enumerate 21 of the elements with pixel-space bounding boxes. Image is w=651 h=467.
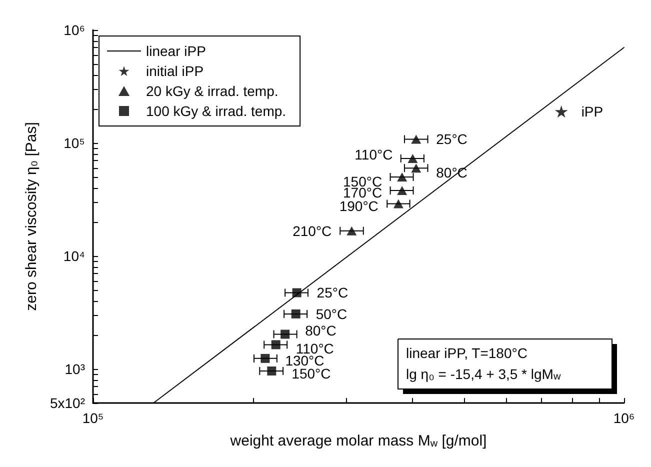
annotation: 80°C bbox=[305, 322, 336, 338]
y-tick-label: 10⁴ bbox=[63, 248, 85, 264]
y-tick-label: 10³ bbox=[64, 360, 86, 377]
legend-label: 20 kGy & irrad. temp. bbox=[146, 83, 278, 99]
annotation: 110°C bbox=[354, 146, 393, 162]
y-tick-label: 5x10² bbox=[50, 395, 86, 411]
y-axis-title: zero shear viscosity η₀ [Pas] bbox=[23, 122, 40, 311]
y-tick-label: 10⁵ bbox=[64, 134, 85, 151]
annotation: lg η₀ = -15,4 + 3,5 * lgMw bbox=[406, 366, 562, 382]
legend-label: 100 kGy & irrad. temp. bbox=[146, 103, 286, 119]
y-tick-label: 10⁶ bbox=[64, 22, 85, 38]
annotation: 50°C bbox=[316, 306, 348, 322]
x-axis-title: weight average molar mass Mw [g/mol] bbox=[229, 432, 487, 450]
annotation: linear iPP, T=180°C bbox=[406, 345, 528, 361]
annotation: 190°C bbox=[339, 198, 378, 214]
annotation: iPP bbox=[581, 103, 604, 120]
annotation: 25°C bbox=[436, 131, 468, 148]
annotation: 210°C bbox=[292, 222, 332, 239]
legend-label: linear iPP bbox=[146, 43, 206, 59]
annotation: 25°C bbox=[316, 284, 348, 301]
legend-label: initial iPP bbox=[146, 63, 204, 79]
